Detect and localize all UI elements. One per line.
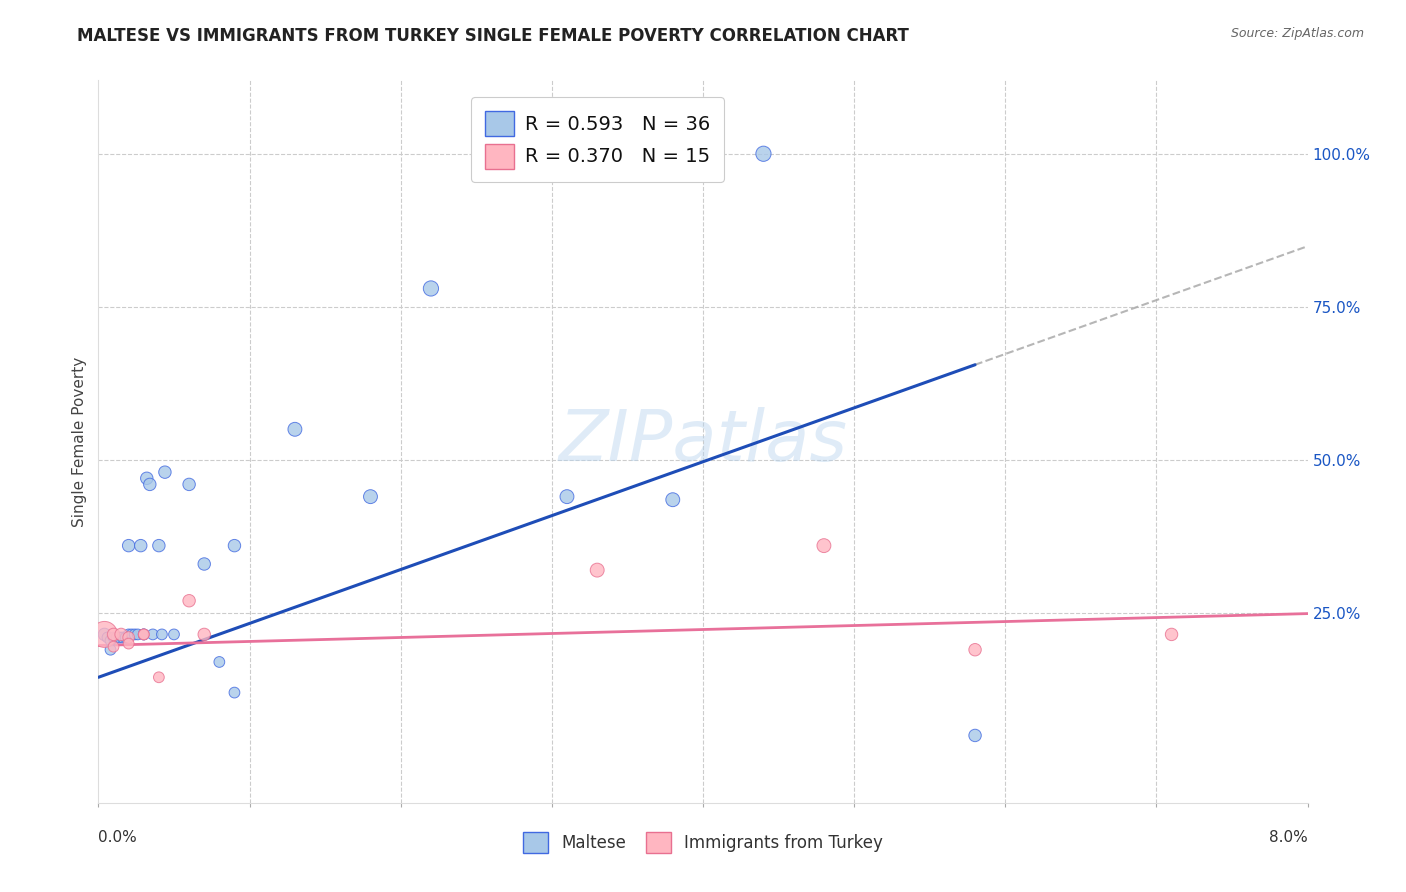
Point [284,422,307,436]
Point [1160,627,1182,641]
Point [555,490,578,504]
Point [108,631,131,645]
Point [93,627,115,641]
Point [148,539,170,553]
Point [163,627,186,641]
Point [129,539,152,553]
Point [103,631,125,645]
Point [179,477,201,491]
Point [224,685,246,699]
Point [127,627,149,641]
Point [813,539,835,553]
Point [100,642,122,657]
Point [96,631,118,645]
Y-axis label: Single Female Poverty: Single Female Poverty [72,357,87,526]
Point [586,563,609,577]
Text: 0.0%: 0.0% [98,830,138,846]
Point [118,627,141,641]
Text: 8.0%: 8.0% [1268,830,1308,846]
Point [661,492,683,507]
Point [179,593,201,607]
Point [139,477,162,491]
Point [121,627,143,641]
Point [965,642,987,657]
Point [114,631,136,645]
Point [132,627,155,641]
Point [135,471,157,485]
Point [193,627,215,641]
Point [118,637,141,651]
Point [118,539,141,553]
Point [153,465,176,479]
Point [103,627,125,641]
Point [103,640,125,654]
Point [148,670,170,684]
Point [360,490,382,504]
Point [150,627,173,641]
Point [142,627,165,641]
Point [111,631,134,645]
Text: Source: ZipAtlas.com: Source: ZipAtlas.com [1230,27,1364,40]
Point [208,655,231,669]
Point [105,631,128,645]
Point [752,146,775,161]
Point [965,728,987,742]
Point [132,627,155,641]
Point [93,627,115,641]
Text: MALTESE VS IMMIGRANTS FROM TURKEY SINGLE FEMALE POVERTY CORRELATION CHART: MALTESE VS IMMIGRANTS FROM TURKEY SINGLE… [77,27,910,45]
Text: ZIPatlas: ZIPatlas [558,407,848,476]
Point [132,627,155,641]
Point [124,627,146,641]
Point [100,633,122,648]
Point [193,557,215,571]
Point [132,627,155,641]
Point [420,281,443,295]
Point [110,627,132,641]
Point [224,539,246,553]
Point [118,631,141,645]
Legend: Maltese, Immigrants from Turkey: Maltese, Immigrants from Turkey [516,826,890,860]
